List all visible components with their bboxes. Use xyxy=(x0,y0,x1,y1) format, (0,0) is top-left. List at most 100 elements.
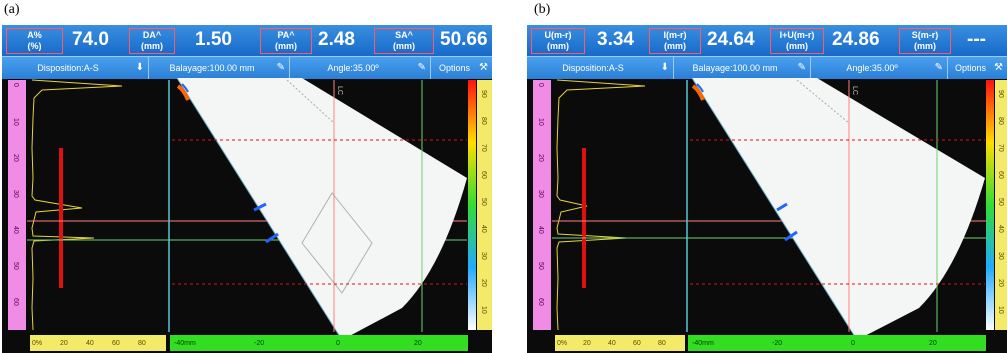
depth-tick: 10 xyxy=(12,118,19,126)
a-scan-trace xyxy=(31,79,123,331)
disposition-button[interactable]: Disposition:A-S ⬇ xyxy=(2,57,149,79)
amp-tick: 20 xyxy=(60,340,68,347)
measurement-pa[interactable]: PA^ (mm) 2.48 xyxy=(252,25,370,56)
lc-label: LC xyxy=(336,86,343,95)
wrench-icon: ⚒ xyxy=(994,62,1003,73)
pos-tick: -40mm xyxy=(174,340,196,347)
measurement-value: 3.34 xyxy=(597,29,634,50)
amp-tick: 10 xyxy=(480,306,487,314)
amp-tick: 70 xyxy=(480,144,487,152)
pencil-icon: ✎ xyxy=(276,62,285,73)
angle-button[interactable]: Angle:35.00º ✎ xyxy=(811,57,948,79)
amp-tick: 60 xyxy=(112,340,120,347)
panel-label-a: (a) xyxy=(4,2,20,17)
measurement-i-plus-u[interactable]: I+U(m-r) (mm) 24.86 xyxy=(770,25,894,56)
scan-view: 0 10 20 30 40 50 60 LC 90 80 70 60 xyxy=(533,78,1007,351)
depth-scale[interactable] xyxy=(8,80,26,330)
depth-tick: 30 xyxy=(12,190,19,198)
amplitude-scale-vertical[interactable] xyxy=(995,80,1007,330)
depth-tick: 20 xyxy=(537,154,544,162)
amp-tick: 40 xyxy=(86,340,94,347)
amp-tick: 40 xyxy=(480,225,487,233)
amp-tick: 0% xyxy=(32,340,42,347)
amp-tick: 20 xyxy=(583,340,591,347)
measurement-sa[interactable]: SA^ (mm) 50.66 xyxy=(374,25,492,56)
pin-icon: ⬇ xyxy=(135,62,144,73)
pos-tick: 0 xyxy=(336,340,340,347)
pos-tick: -20 xyxy=(254,340,264,347)
amp-tick: 30 xyxy=(480,252,487,260)
amp-tick: 50 xyxy=(997,198,1004,206)
amp-tick: 60 xyxy=(997,171,1004,179)
a-scan-trace xyxy=(556,79,646,331)
position-scale[interactable] xyxy=(688,335,986,351)
control-bar: Disposition:A-S ⬇ Balayage:100.00 mm ✎ Ang… xyxy=(527,56,1007,79)
pencil-icon: ✎ xyxy=(417,62,426,73)
measurement-s[interactable]: S(m-r) (mm) --- xyxy=(899,25,1007,56)
measurement-da[interactable]: DA^ (mm) 1.50 xyxy=(129,25,247,56)
amp-tick: 60 xyxy=(480,171,487,179)
pos-tick: 20 xyxy=(414,340,422,347)
depth-tick: 40 xyxy=(12,226,19,234)
pin-icon: ⬇ xyxy=(660,62,669,73)
s-scan-sector xyxy=(692,78,985,340)
amp-tick: 60 xyxy=(633,340,641,347)
depth-scale[interactable] xyxy=(533,80,551,330)
measurement-value: 24.64 xyxy=(707,29,755,50)
balayage-button[interactable]: Balayage:100.00 mm ✎ xyxy=(674,57,811,79)
depth-tick: 50 xyxy=(537,262,544,270)
measurement-bar: A% (%) 74.0 DA^ (mm) 1.50 PA^ (mm) 2.48 SA^… xyxy=(2,25,492,56)
gate-marker[interactable] xyxy=(59,148,63,288)
amplitude-scale[interactable] xyxy=(555,335,685,351)
amp-tick: 80 xyxy=(138,340,146,347)
pos-tick: 0 xyxy=(851,340,855,347)
measurement-a-percent[interactable]: A% (%) 74.0 xyxy=(6,25,124,56)
scan-view: 0 10 20 30 40 50 60 LC xyxy=(8,78,492,351)
depth-tick: 50 xyxy=(12,262,19,270)
balayage-button[interactable]: Balayage:100.00 mm ✎ xyxy=(149,57,290,79)
depth-tick: 60 xyxy=(537,298,544,306)
amp-tick: 0% xyxy=(557,340,567,347)
options-button[interactable]: Options ⚒ xyxy=(948,57,1007,79)
color-palette xyxy=(986,80,994,330)
pos-tick: -20 xyxy=(772,340,782,347)
amp-tick: 10 xyxy=(997,306,1004,314)
measurement-value: --- xyxy=(967,29,986,50)
wrench-icon: ⚒ xyxy=(479,62,488,73)
depth-tick: 10 xyxy=(537,118,544,126)
measurement-value: 24.86 xyxy=(832,29,880,50)
measurement-i[interactable]: I(m-r) (mm) 24.64 xyxy=(649,25,767,56)
pencil-icon: ✎ xyxy=(934,62,943,73)
options-button[interactable]: Options ⚒ xyxy=(431,57,492,79)
ultrasound-screen-a: A% (%) 74.0 DA^ (mm) 1.50 PA^ (mm) 2.48 SA^… xyxy=(2,25,492,353)
measurement-value: 1.50 xyxy=(195,29,232,50)
measurement-value: 50.66 xyxy=(440,29,488,50)
depth-tick: 60 xyxy=(12,298,19,306)
amp-tick: 90 xyxy=(997,90,1004,98)
amp-tick: 50 xyxy=(480,198,487,206)
ultrasound-screen-b: U(m-r) (mm) 3.34 I(m-r) (mm) 24.64 I+U(m-r… xyxy=(527,25,1007,353)
amp-tick: 90 xyxy=(480,90,487,98)
amplitude-scale[interactable] xyxy=(30,335,166,351)
amp-tick: 70 xyxy=(997,144,1004,152)
pos-tick: -40mm xyxy=(692,340,714,347)
measurement-value: 2.48 xyxy=(318,29,355,50)
gate-marker[interactable] xyxy=(582,148,586,288)
measurement-u[interactable]: U(m-r) (mm) 3.34 xyxy=(531,25,646,56)
depth-tick: 40 xyxy=(537,226,544,234)
pencil-icon: ✎ xyxy=(797,62,806,73)
amp-tick: 40 xyxy=(997,225,1004,233)
angle-button[interactable]: Angle:35.00º ✎ xyxy=(290,57,431,79)
disposition-button[interactable]: Disposition:A-S ⬇ xyxy=(527,57,674,79)
measurement-value: 74.0 xyxy=(72,29,109,50)
amplitude-scale-vertical[interactable] xyxy=(477,80,492,330)
panel-label-b: (b) xyxy=(534,2,551,17)
depth-tick: 30 xyxy=(537,190,544,198)
amp-tick: 20 xyxy=(997,279,1004,287)
depth-tick: 0 xyxy=(537,83,544,87)
amp-tick: 20 xyxy=(480,279,487,287)
lc-label: LC xyxy=(851,86,858,95)
amp-tick: 80 xyxy=(997,117,1004,125)
position-scale[interactable] xyxy=(170,335,468,351)
measurement-bar: U(m-r) (mm) 3.34 I(m-r) (mm) 24.64 I+U(m-r… xyxy=(527,25,1007,56)
